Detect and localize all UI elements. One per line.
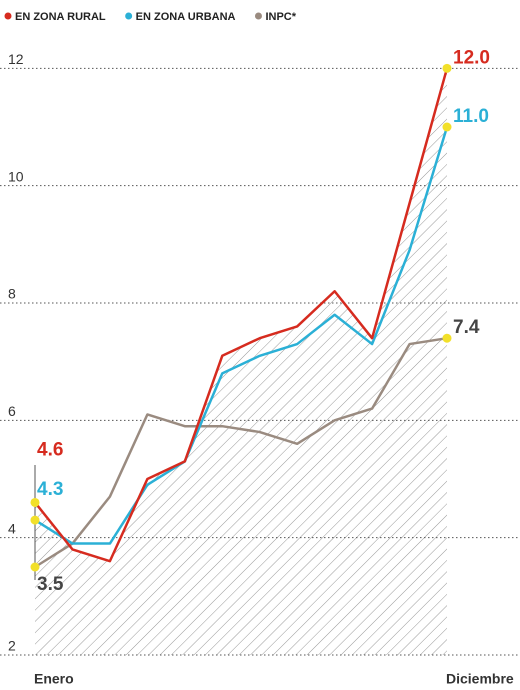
legend-label: INPC*: [265, 11, 296, 23]
endpoint-dot: [30, 515, 40, 525]
x-tick-label: Enero: [34, 671, 74, 687]
y-tick-label: 8: [8, 286, 16, 302]
legend-swatch: [4, 12, 12, 20]
value-label: 12.0: [453, 47, 490, 68]
y-tick-label: 10: [8, 168, 24, 184]
series-line: [34, 67, 449, 563]
value-label: 4.3: [37, 479, 63, 500]
y-tick-label: 2: [8, 638, 16, 654]
legend-label: EN ZONA URBANA: [136, 11, 236, 23]
x-tick-label: Diciembre: [446, 671, 514, 687]
area-hatch: [35, 68, 447, 656]
endpoint-dot: [30, 562, 40, 572]
legend-swatch: [254, 12, 262, 20]
endpoint-dot: [442, 122, 452, 132]
value-label: 3.5: [37, 574, 64, 595]
series-line: [34, 126, 449, 545]
value-label: 11.0: [453, 106, 489, 127]
endpoint-dot: [442, 333, 452, 343]
endpoint-dot: [30, 497, 40, 507]
y-tick-label: 4: [8, 520, 16, 536]
series-line: [34, 336, 448, 569]
endpoint-dot: [442, 63, 452, 73]
y-tick-label: 6: [8, 403, 16, 419]
value-label: 7.4: [453, 317, 480, 338]
legend-label: EN ZONA RURAL: [15, 11, 106, 23]
legend-swatch: [125, 12, 133, 20]
value-label: 4.6: [37, 439, 63, 460]
y-tick-label: 12: [8, 51, 24, 67]
